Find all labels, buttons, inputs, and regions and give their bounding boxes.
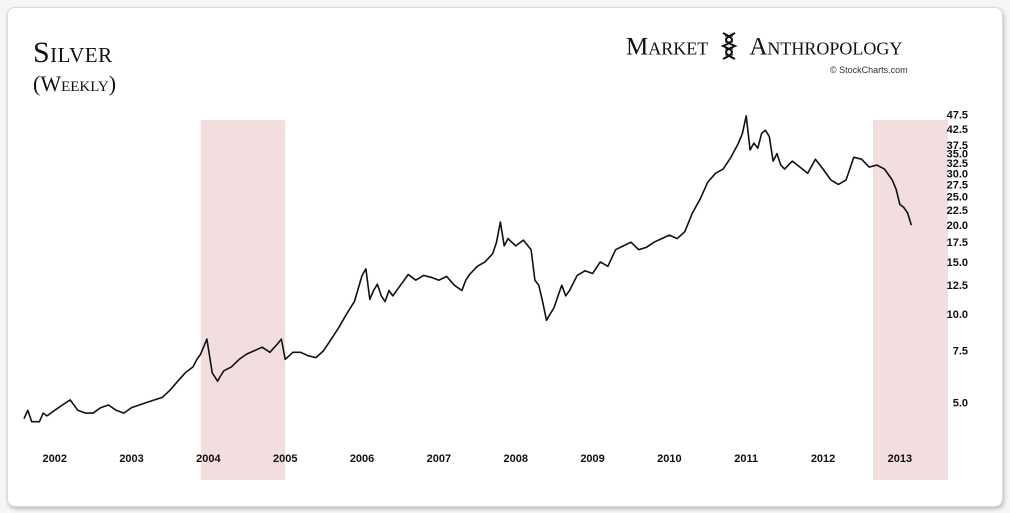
y-tick-label: 20.0 bbox=[947, 220, 968, 232]
price-series-line bbox=[23, 115, 913, 423]
chart-frame bbox=[7, 7, 1003, 507]
y-tick-label: 5.0 bbox=[953, 397, 968, 409]
x-tick-label: 2011 bbox=[734, 453, 758, 465]
dna-helix-icon bbox=[720, 32, 739, 66]
chart-subtitle: (Weekly) bbox=[33, 71, 117, 96]
y-tick-label: 42.5 bbox=[947, 124, 968, 136]
y-tick-label: 37.5 bbox=[947, 140, 968, 152]
y-tick-label: 27.5 bbox=[947, 179, 968, 191]
y-tick-label: 10.0 bbox=[947, 309, 968, 321]
y-tick-label: 30.0 bbox=[947, 168, 968, 180]
brand-left-text: Market bbox=[626, 33, 709, 61]
y-tick-label: 35.0 bbox=[947, 149, 968, 161]
x-tick-label: 2013 bbox=[888, 453, 912, 465]
brand-right-text: Anthropology bbox=[749, 33, 903, 61]
x-tick-label: 2005 bbox=[273, 453, 297, 465]
y-tick-label: 12.5 bbox=[947, 280, 968, 292]
x-tick-label: 2010 bbox=[657, 453, 681, 465]
y-tick-label: 7.5 bbox=[953, 346, 968, 358]
highlight-band-1 bbox=[200, 120, 286, 480]
x-tick-label: 2008 bbox=[503, 453, 527, 465]
x-tick-label: 2003 bbox=[119, 453, 143, 465]
y-tick-label: 17.5 bbox=[947, 237, 968, 249]
copyright-label: © StockCharts.com bbox=[830, 65, 908, 75]
highlight-band-2 bbox=[873, 120, 948, 480]
y-tick-label: 32.5 bbox=[947, 158, 968, 170]
x-tick-label: 2012 bbox=[811, 453, 835, 465]
x-tick-label: 2009 bbox=[580, 453, 604, 465]
y-tick-label: 15.0 bbox=[947, 257, 968, 269]
x-tick-label: 2004 bbox=[196, 453, 221, 465]
chart-title: Silver bbox=[33, 36, 113, 69]
y-tick-label: 22.5 bbox=[947, 205, 968, 217]
x-tick-label: 2002 bbox=[42, 453, 66, 465]
y-tick-label: 25.0 bbox=[947, 192, 968, 204]
x-tick-label: 2006 bbox=[350, 453, 374, 465]
x-tick-label: 2007 bbox=[427, 453, 451, 465]
brand-logo: Market Anthropology bbox=[626, 32, 902, 66]
y-tick-label: 47.5 bbox=[947, 110, 968, 122]
